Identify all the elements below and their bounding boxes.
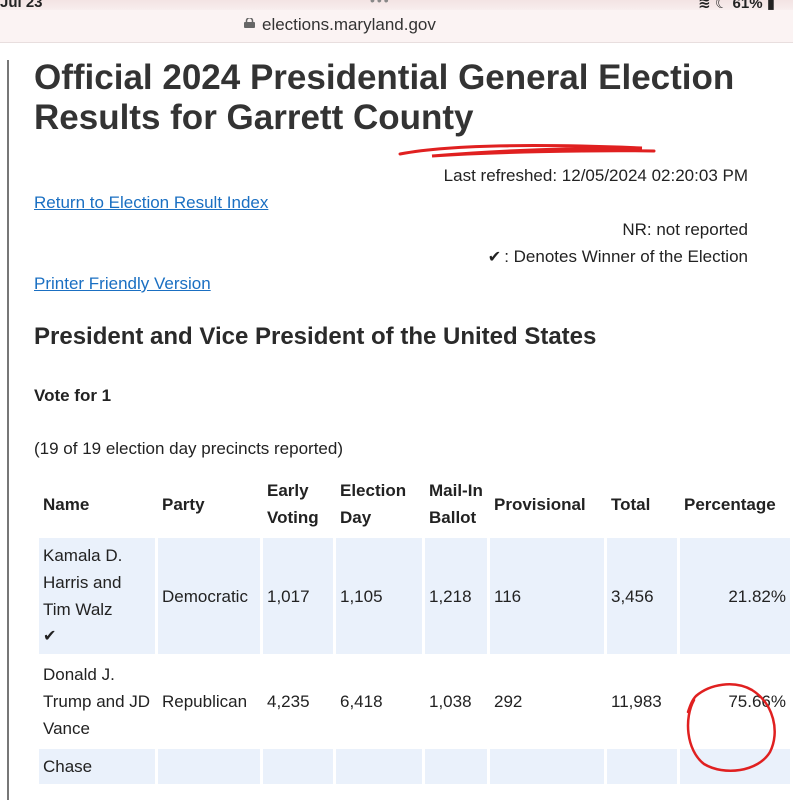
precincts-reported: (19 of 19 election day precincts reporte… xyxy=(34,439,344,458)
candidate-name-cell: Donald J. Trump and JD Vance xyxy=(39,657,155,746)
mail-in-cell: 1,038 xyxy=(425,657,487,746)
col-header-provisional: Provisional xyxy=(490,473,604,535)
col-header-early-voting: Early Voting xyxy=(263,473,333,535)
total-cell xyxy=(607,749,677,784)
wifi-icon: ≋ xyxy=(698,0,711,12)
return-to-index-link[interactable]: Return to Election Result Index xyxy=(34,193,269,212)
party-cell xyxy=(158,749,260,784)
mail-in-cell: 1,218 xyxy=(425,538,487,654)
col-header-name: Name xyxy=(39,473,155,535)
total-cell: 11,983 xyxy=(607,657,677,746)
table-header-row: Name Party Early Voting Election Day Mai… xyxy=(39,473,790,535)
col-header-total: Total xyxy=(607,473,677,535)
provisional-cell: 116 xyxy=(490,538,604,654)
col-header-mail-in: Mail-In Ballot xyxy=(425,473,487,535)
party-cell: Democratic xyxy=(158,538,260,654)
election-day-cell: 6,418 xyxy=(336,657,422,746)
table-row: Donald J. Trump and JD Vance Republican … xyxy=(39,657,790,746)
candidate-name-cell: Chase xyxy=(39,749,155,784)
moon-icon: ☾ xyxy=(714,0,729,12)
candidate-name-cell: Kamala D. Harris and Tim Walz ✔ xyxy=(39,538,155,654)
candidate-name: Kamala D. Harris and Tim Walz xyxy=(43,546,123,619)
nr-note: NR: not reported xyxy=(622,220,748,239)
winner-checkmark-icon: ✔ xyxy=(43,628,57,645)
printer-friendly-link[interactable]: Printer Friendly Version xyxy=(34,274,211,293)
last-refreshed: Last refreshed: 12/05/2024 02:20:03 PM xyxy=(443,166,748,185)
more-dots-icon[interactable]: ••• xyxy=(370,0,391,8)
col-header-election-day: Election Day xyxy=(336,473,422,535)
page-left-border xyxy=(7,60,9,800)
table-row: Kamala D. Harris and Tim Walz ✔ Democrat… xyxy=(39,538,790,654)
col-header-party: Party xyxy=(158,473,260,535)
results-table: Name Party Early Voting Election Day Mai… xyxy=(36,470,793,787)
early-voting-cell: 4,235 xyxy=(263,657,333,746)
early-voting-cell xyxy=(263,749,333,784)
percentage-cell: 21.82% xyxy=(680,538,790,654)
battery-level: 61% xyxy=(732,0,763,12)
status-indicators: ≋ ☾ 61% ▮ xyxy=(698,0,775,12)
address-bar[interactable]: elections.maryland.gov xyxy=(0,10,793,43)
race-title: President and Vice President of the Unit… xyxy=(34,323,597,350)
early-voting-cell: 1,017 xyxy=(263,538,333,654)
status-bar: Jul 23 ••• ≋ ☾ 61% ▮ xyxy=(0,0,793,12)
election-day-cell xyxy=(336,749,422,784)
red-underline-annotation xyxy=(398,144,656,158)
percentage-cell xyxy=(680,749,790,784)
winner-legend-text: : Denotes Winner of the Election xyxy=(504,247,748,266)
checkmark-icon: ✔ xyxy=(487,249,502,266)
table-row: Chase xyxy=(39,749,790,784)
percentage-cell: 75.66% xyxy=(680,657,790,746)
page-title: Official 2024 Presidential General Elect… xyxy=(34,58,735,137)
mail-in-cell xyxy=(425,749,487,784)
total-cell: 3,456 xyxy=(607,538,677,654)
status-time: Jul 23 xyxy=(0,0,43,11)
provisional-cell: 292 xyxy=(490,657,604,746)
red-circle-annotation xyxy=(686,683,776,772)
provisional-cell xyxy=(490,749,604,784)
col-header-percentage: Percentage xyxy=(680,473,790,535)
winner-legend: ✔: Denotes Winner of the Election xyxy=(488,247,748,267)
election-day-cell: 1,105 xyxy=(336,538,422,654)
lock-icon xyxy=(244,18,255,28)
party-cell: Republican xyxy=(158,657,260,746)
battery-icon: ▮ xyxy=(766,0,775,12)
vote-for: Vote for 1 xyxy=(34,386,112,405)
url-text[interactable]: elections.maryland.gov xyxy=(262,15,436,34)
